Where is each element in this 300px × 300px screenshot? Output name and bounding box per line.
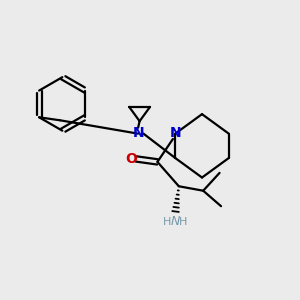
Text: N: N (132, 126, 144, 140)
Text: N: N (171, 215, 180, 228)
Text: N: N (169, 126, 181, 140)
Text: O: O (126, 152, 137, 166)
Text: H: H (178, 217, 187, 227)
Text: H: H (163, 217, 171, 227)
